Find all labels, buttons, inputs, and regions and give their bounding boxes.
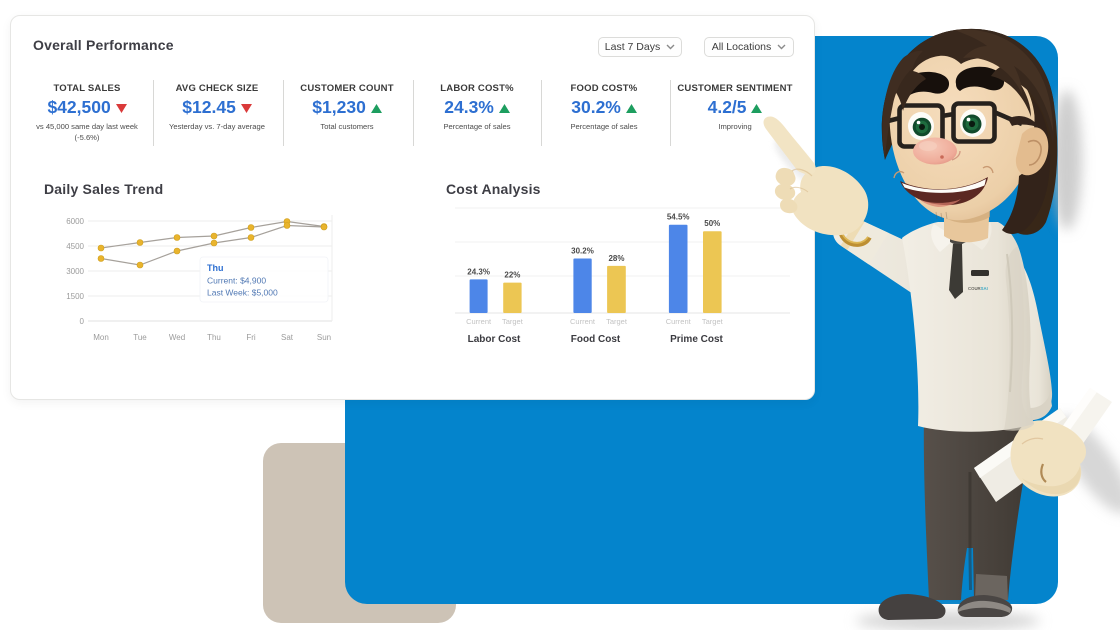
svg-text:Wed: Wed xyxy=(169,333,185,342)
svg-text:Target: Target xyxy=(502,317,524,326)
svg-text:Sun: Sun xyxy=(317,333,331,342)
svg-text:6000: 6000 xyxy=(66,217,84,226)
svg-text:Fri: Fri xyxy=(246,333,256,342)
svg-text:50%: 50% xyxy=(704,219,720,228)
svg-text:Tue: Tue xyxy=(133,333,147,342)
svg-text:Current: $4,900: Current: $4,900 xyxy=(207,276,266,286)
svg-text:54.5%: 54.5% xyxy=(667,213,690,222)
svg-text:COURSAI: COURSAI xyxy=(968,286,988,291)
svg-text:Current: Current xyxy=(666,317,692,326)
svg-text:28%: 28% xyxy=(608,254,624,263)
svg-text:Thu: Thu xyxy=(207,263,224,273)
svg-text:24.3%: 24.3% xyxy=(467,267,490,276)
svg-text:Current: Current xyxy=(570,317,596,326)
svg-text:Last Week: $5,000: Last Week: $5,000 xyxy=(207,288,278,298)
svg-text:Thu: Thu xyxy=(207,333,221,342)
svg-text:Prime Cost: Prime Cost xyxy=(670,334,723,345)
svg-text:Mon: Mon xyxy=(93,333,109,342)
svg-text:30.2%: 30.2% xyxy=(571,247,594,256)
svg-text:22%: 22% xyxy=(504,271,520,280)
svg-text:Target: Target xyxy=(606,317,628,326)
svg-text:Target: Target xyxy=(702,317,724,326)
svg-text:1500: 1500 xyxy=(66,292,84,301)
svg-text:Labor Cost: Labor Cost xyxy=(468,334,521,345)
svg-text:3000: 3000 xyxy=(66,267,84,276)
svg-text:Sat: Sat xyxy=(281,333,294,342)
svg-text:Current: Current xyxy=(466,317,492,326)
svg-text:Food Cost: Food Cost xyxy=(571,334,621,345)
svg-text:0: 0 xyxy=(80,317,85,326)
svg-text:4500: 4500 xyxy=(66,242,84,251)
